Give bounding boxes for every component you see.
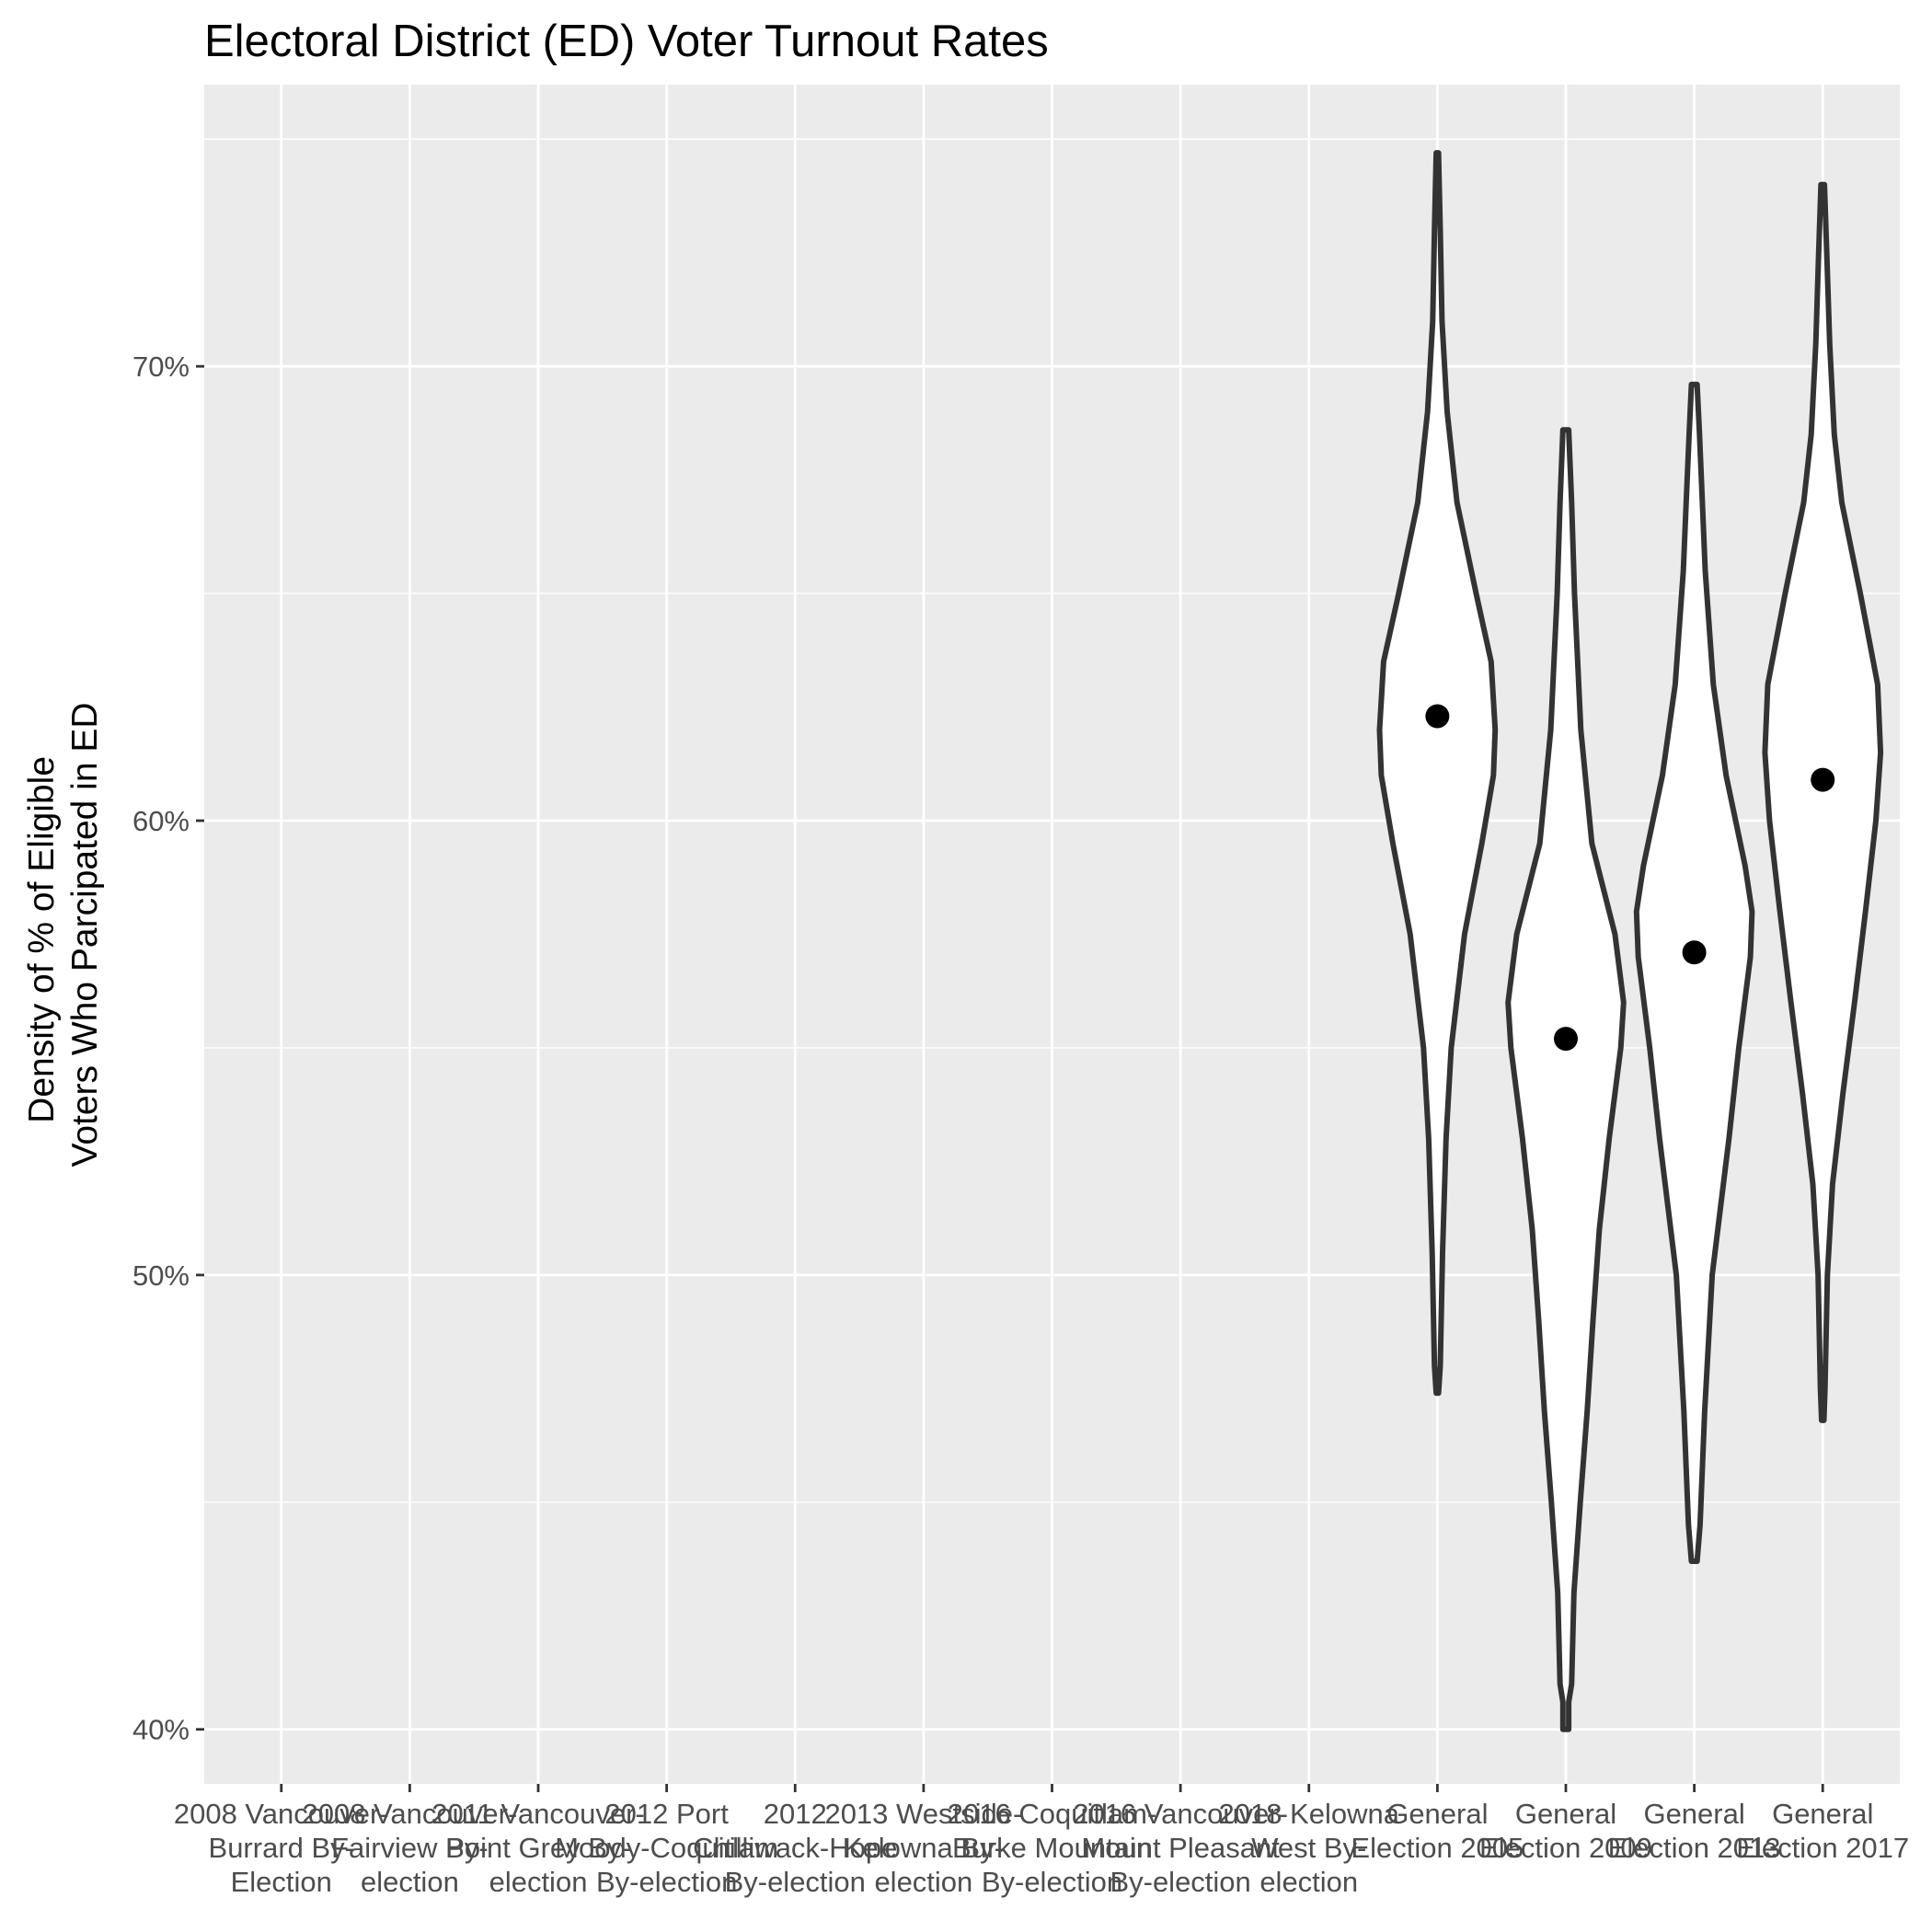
x-tick-label-line: Election 2005 (1351, 1832, 1524, 1864)
y-tick-label: 40% (132, 1714, 190, 1746)
x-tick-label-line: 2008 Vancouver- (174, 1798, 389, 1830)
x-tick-label: General Election 2013 (1608, 1798, 1781, 1864)
x-tick-label-line: election (1259, 1866, 1358, 1898)
x-tick-label-line: By-election (725, 1866, 866, 1898)
x-tick-label-line: Kelowna By- (844, 1832, 1004, 1864)
x-tick-label-line: General (1772, 1798, 1873, 1830)
mean-point (1425, 704, 1450, 729)
x-tick-label: 2012 Port Moody-Coquitlam By-election (555, 1798, 778, 1898)
x-tick-label-line: Election 2013 (1608, 1832, 1781, 1864)
y-tick-label: 70% (132, 351, 190, 383)
x-tick-label-line: election (489, 1866, 588, 1898)
x-tick-label-line: By-election (596, 1866, 737, 1898)
y-tick-label: 50% (132, 1259, 190, 1292)
y-axis-label: Density of % of Eligible Voters Who Parc… (22, 702, 105, 1167)
x-tick-label-line: West By- (1251, 1832, 1366, 1864)
x-tick-label: 2008 Vancouver-Burrard By-Election (174, 1798, 389, 1898)
violin-shape (1633, 381, 1755, 1564)
x-tick-label: 2013 Westside-Kelowna By-election (824, 1798, 1022, 1898)
x-tick-label-line: By-election (982, 1866, 1122, 1898)
x-tick-label: 2008 Vancouver-Fairview By-election (302, 1798, 517, 1898)
violins (1376, 150, 1884, 1732)
x-tick-label-line: By-election (1110, 1866, 1250, 1898)
x-tick-label: General Election 2009 (1479, 1798, 1652, 1864)
x-tick-label: General Election 2005 (1351, 1798, 1524, 1864)
x-tick-label-line: 2018 Kelowna (1218, 1798, 1399, 1830)
x-tick-label-line: election (874, 1866, 972, 1898)
x-tick-label-line: Burrard By- (209, 1832, 354, 1864)
violin-shape (1505, 427, 1627, 1732)
x-tick-label: 2016 Coquitlam-Burke Mountain By-election (948, 1798, 1156, 1898)
x-tick-label-line: Mount Pleasant (1081, 1832, 1280, 1864)
x-tick-label-line: election (361, 1866, 459, 1898)
x-tick-label-line: General (1386, 1798, 1488, 1830)
x-tick-label-line: Election 2009 (1479, 1832, 1652, 1864)
x-tick-label-line: Election 2017 (1736, 1832, 1909, 1864)
x-tick-label-line: Burke Mountain (952, 1832, 1152, 1864)
y-tick-label: 60% (132, 805, 190, 837)
x-tick-label-line: Moody-Coquitlam (555, 1832, 778, 1864)
y-axis-label-line-1: Density of % of Eligible (22, 756, 62, 1123)
x-tick-label-line: 2011 Vancouver- (431, 1798, 645, 1830)
x-tick-label: 2011 Vancouver-Point Grey By-election (431, 1798, 645, 1898)
chart-title: Electoral District (ED) Voter Turnout Ra… (204, 17, 1049, 66)
violin-shape (1762, 181, 1884, 1423)
x-tick-label: 2016 Vancouver-Mount Pleasant By-election (1073, 1798, 1288, 1898)
x-tick-label-line: 2012 (764, 1798, 827, 1830)
x-tick-label-line: General (1515, 1798, 1616, 1830)
x-tick-label-line: 2016 Coquitlam- (948, 1798, 1156, 1830)
mean-point (1682, 940, 1707, 965)
x-tick-label-line: Election (231, 1866, 332, 1898)
violin-shape (1376, 150, 1499, 1397)
x-tick-label: 2018 Kelowna West By-election (1218, 1798, 1399, 1898)
x-tick-label-line: Fairview By- (331, 1832, 489, 1864)
mean-point (1811, 767, 1835, 792)
x-tick-label-line: 2016 Vancouver- (1073, 1798, 1288, 1830)
y-axis-label-line-2: Voters Who Parcipated in ED (65, 702, 105, 1167)
y-axis: 40% 50% 60% 70% (132, 351, 204, 1746)
x-tick-label-line: 2013 Westside- (824, 1798, 1022, 1830)
x-tick-label-line: 2012 Port (604, 1798, 729, 1830)
x-tick-label-line: Point Grey By- (445, 1832, 631, 1864)
x-tick-label: General Election 2017 (1736, 1798, 1909, 1864)
x-tick-label-line: General (1643, 1798, 1744, 1830)
x-tick-label-line: Chilliwack-Hope (693, 1832, 897, 1864)
x-tick-label-line: 2008 Vancouver- (302, 1798, 517, 1830)
x-tick-label: 2012 Chilliwack-Hope By-election (693, 1798, 897, 1898)
mean-points (1425, 704, 1835, 1052)
mean-point (1553, 1027, 1578, 1052)
